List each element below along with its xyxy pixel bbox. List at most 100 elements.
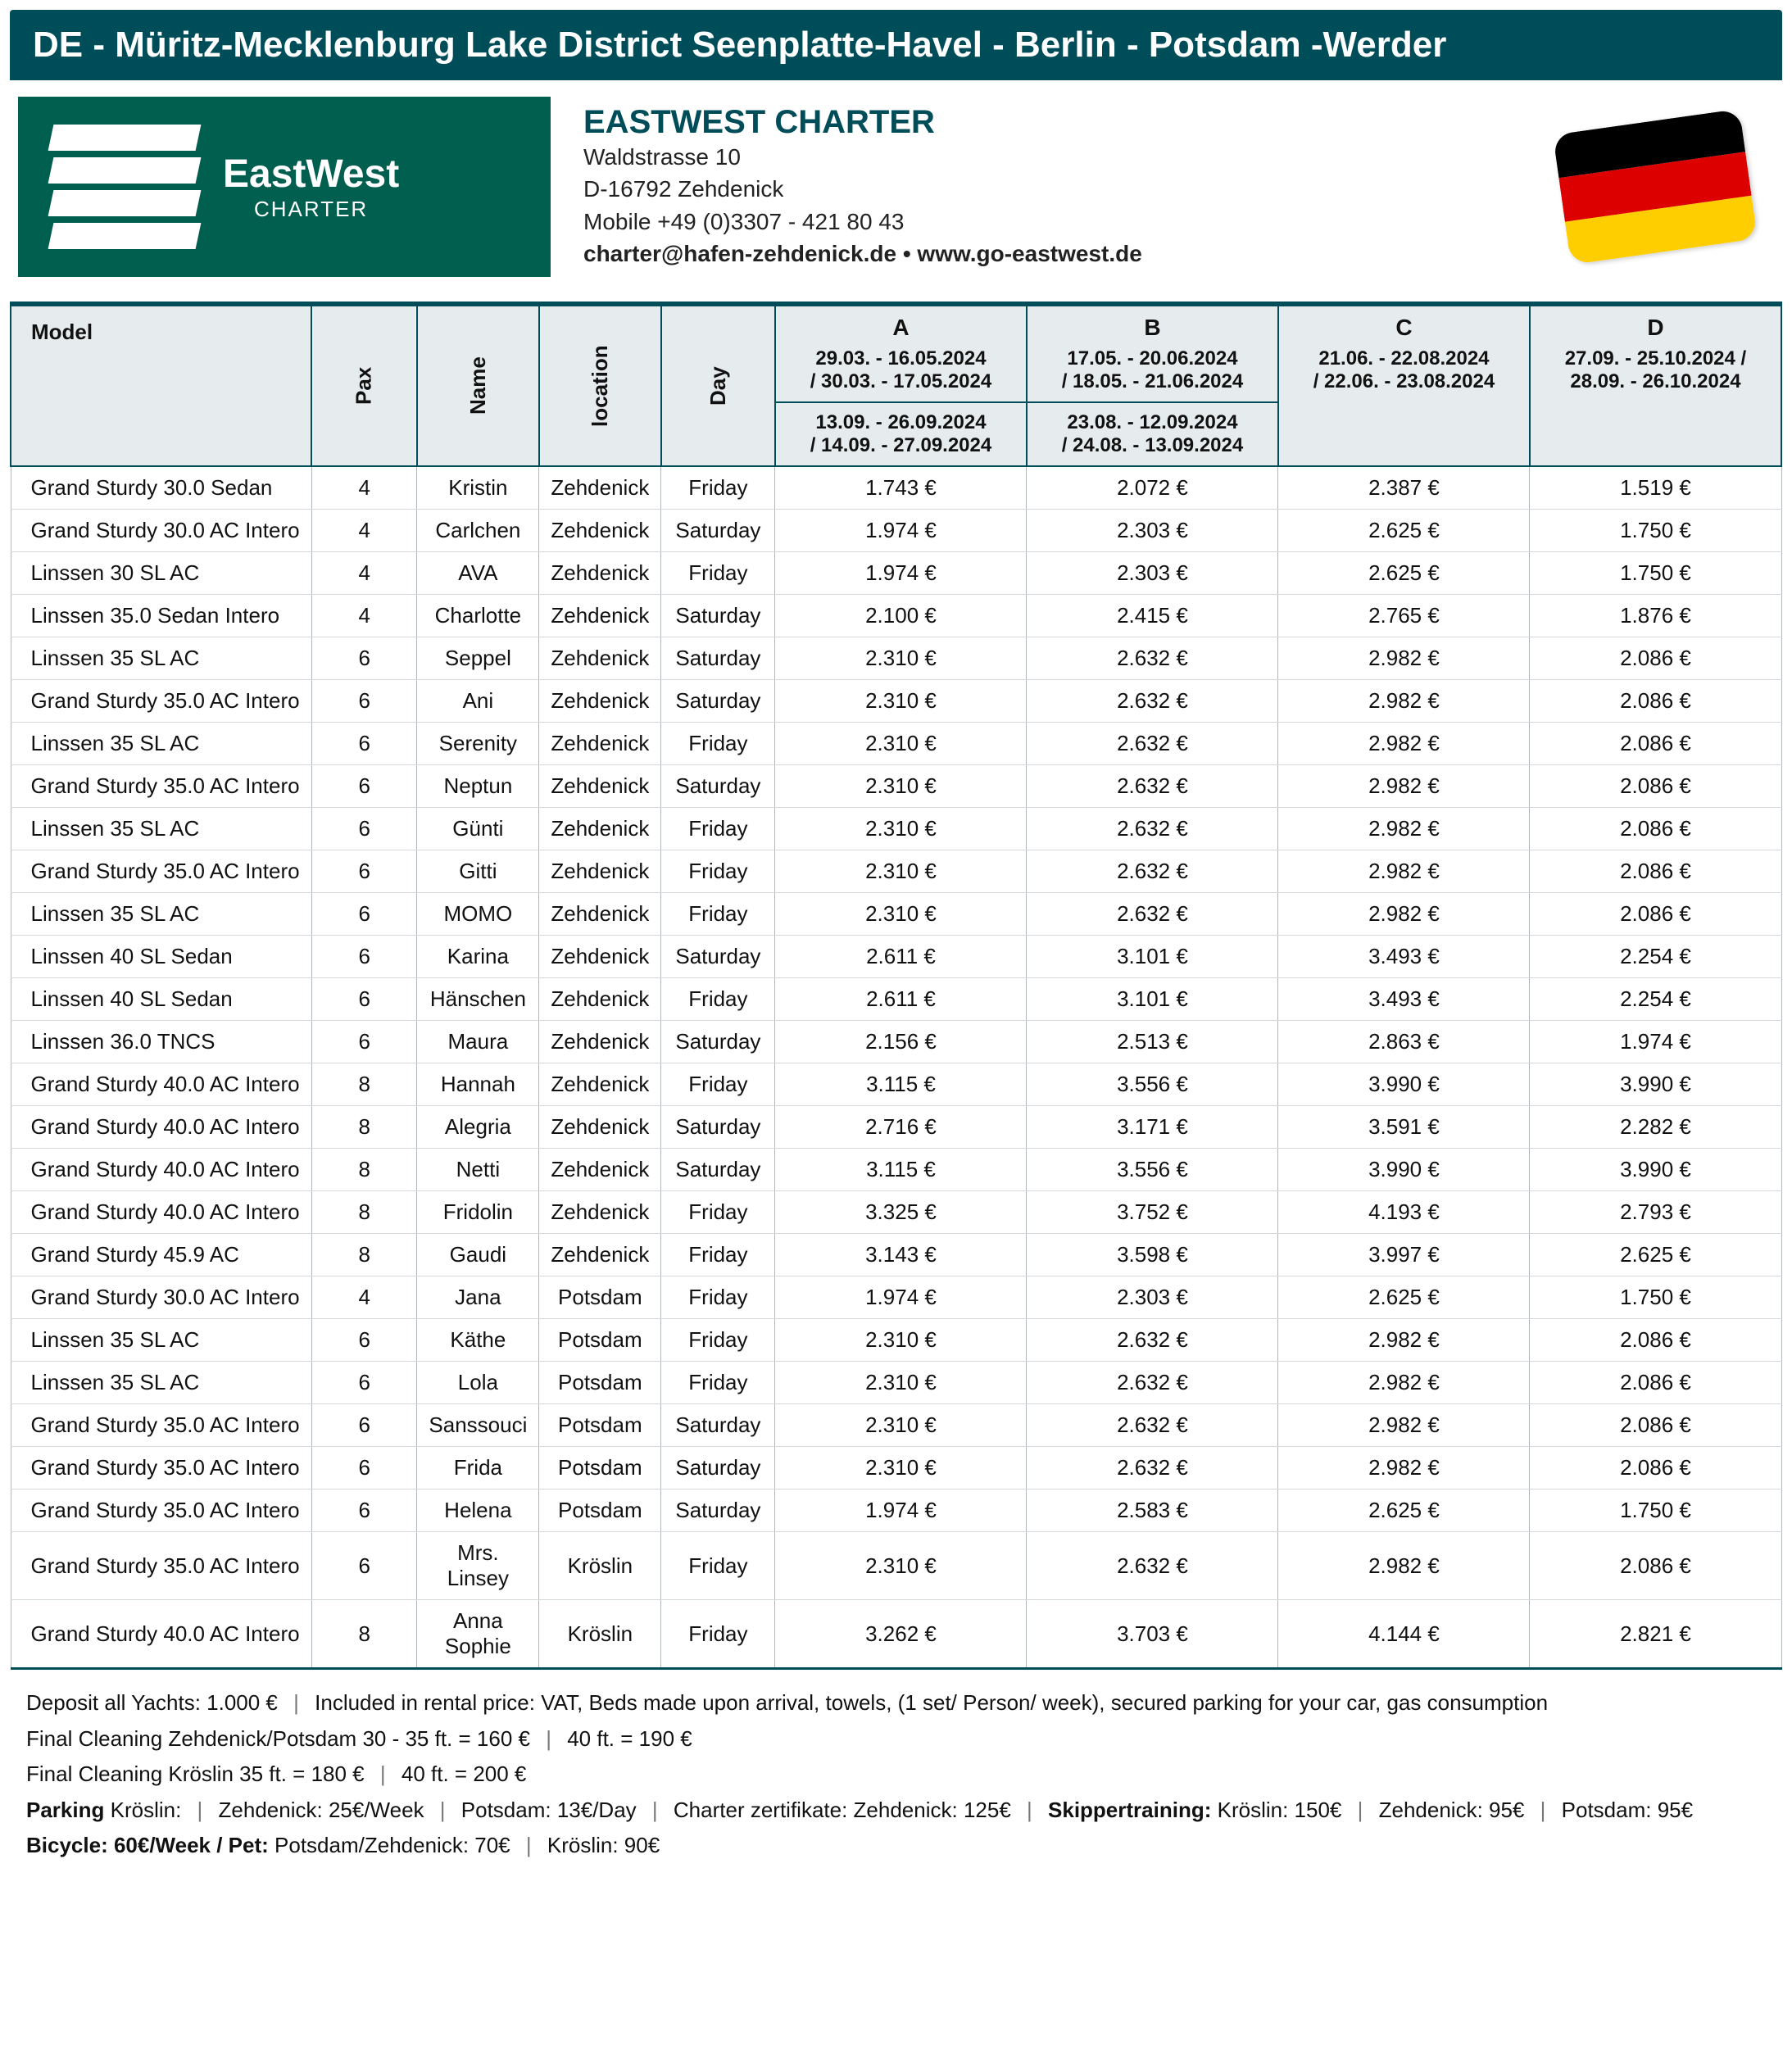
cell-pax: 4 (311, 510, 416, 552)
cell-name: Ani (417, 680, 539, 723)
cell-day: Saturday (661, 936, 775, 978)
cell-day: Friday (661, 1362, 775, 1404)
season-d-date1: 27.09. - 25.10.2024 / (1537, 347, 1774, 370)
cell-price-b: 2.632 € (1027, 723, 1278, 765)
table-row: Linssen 35 SL AC6MOMOZehdenickFriday2.31… (11, 893, 1781, 936)
cell-name: MOMO (417, 893, 539, 936)
cell-location: Zehdenick (539, 680, 661, 723)
table-row: Linssen 40 SL Sedan6HänschenZehdenickFri… (11, 978, 1781, 1021)
note-cleaning-kr: Final Cleaning Kröslin 35 ft. = 180 € (26, 1762, 365, 1786)
cell-price-a: 2.310 € (775, 723, 1027, 765)
cell-location: Zehdenick (539, 936, 661, 978)
cell-price-a: 2.310 € (775, 765, 1027, 808)
cell-price-c: 2.625 € (1278, 1489, 1530, 1532)
cell-price-a: 1.974 € (775, 510, 1027, 552)
cell-name: Serenity (417, 723, 539, 765)
cell-price-d: 2.086 € (1530, 765, 1781, 808)
cell-pax: 6 (311, 1532, 416, 1600)
table-row: Grand Sturdy 40.0 AC Intero8HannahZehden… (11, 1063, 1781, 1106)
cell-day: Friday (661, 850, 775, 893)
cell-price-b: 3.598 € (1027, 1234, 1278, 1276)
cell-model: Linssen 35 SL AC (11, 808, 311, 850)
cell-name: Helena (417, 1489, 539, 1532)
cell-name: Anna Sophie (417, 1600, 539, 1669)
cell-price-d: 2.086 € (1530, 1404, 1781, 1447)
cell-day: Friday (661, 723, 775, 765)
cell-price-b: 3.101 € (1027, 936, 1278, 978)
logo-text: EastWest CHARTER (223, 152, 399, 222)
separator: | (1027, 1798, 1032, 1822)
cell-price-d: 2.086 € (1530, 808, 1781, 850)
cell-price-d: 2.254 € (1530, 978, 1781, 1021)
company-name: EASTWEST CHARTER (583, 104, 1142, 141)
cell-price-c: 2.982 € (1278, 1404, 1530, 1447)
cell-name: Fridolin (417, 1191, 539, 1234)
cell-name: Hannah (417, 1063, 539, 1106)
cell-pax: 6 (311, 893, 416, 936)
cell-price-c: 2.982 € (1278, 1362, 1530, 1404)
col-location: location (539, 306, 661, 466)
cell-price-a: 2.611 € (775, 936, 1027, 978)
table-row: Linssen 35 SL AC6SerenityZehdenickFriday… (11, 723, 1781, 765)
cell-price-b: 2.632 € (1027, 637, 1278, 680)
cell-price-a: 2.310 € (775, 1532, 1027, 1600)
cell-price-a: 1.974 € (775, 552, 1027, 595)
cell-price-d: 2.086 € (1530, 1532, 1781, 1600)
cell-pax: 8 (311, 1191, 416, 1234)
cell-price-a: 2.310 € (775, 893, 1027, 936)
cell-model: Grand Sturdy 40.0 AC Intero (11, 1063, 311, 1106)
cell-price-d: 2.086 € (1530, 680, 1781, 723)
cell-day: Friday (661, 552, 775, 595)
table-row: Grand Sturdy 35.0 AC Intero6NeptunZehden… (11, 765, 1781, 808)
cell-price-b: 3.703 € (1027, 1600, 1278, 1669)
cell-price-d: 2.086 € (1530, 893, 1781, 936)
cell-price-d: 2.254 € (1530, 936, 1781, 978)
table-row: Grand Sturdy 40.0 AC Intero8Anna SophieK… (11, 1600, 1781, 1669)
cell-price-a: 3.143 € (775, 1234, 1027, 1276)
cell-price-d: 2.086 € (1530, 1447, 1781, 1489)
season-c-date2: / 22.06. - 23.08.2024 (1286, 370, 1522, 393)
cell-pax: 4 (311, 1276, 416, 1319)
cell-price-b: 3.556 € (1027, 1063, 1278, 1106)
cell-day: Friday (661, 1276, 775, 1319)
cell-price-b: 2.632 € (1027, 850, 1278, 893)
cell-pax: 4 (311, 552, 416, 595)
cell-price-c: 3.591 € (1278, 1106, 1530, 1149)
cell-day: Friday (661, 466, 775, 510)
cell-pax: 6 (311, 680, 416, 723)
cell-model: Grand Sturdy 30.0 AC Intero (11, 1276, 311, 1319)
cell-location: Kröslin (539, 1532, 661, 1600)
cell-location: Zehdenick (539, 808, 661, 850)
cell-name: Günti (417, 808, 539, 850)
cell-location: Zehdenick (539, 1063, 661, 1106)
note-bike-pet-label: Bicycle: 60€/Week / Pet: (26, 1833, 269, 1857)
table-row: Linssen 35 SL AC6GüntiZehdenickFriday2.3… (11, 808, 1781, 850)
cell-location: Zehdenick (539, 723, 661, 765)
cell-price-d: 2.086 € (1530, 1319, 1781, 1362)
col-pax: Pax (311, 306, 416, 466)
cell-price-b: 3.752 € (1027, 1191, 1278, 1234)
cell-day: Saturday (661, 1021, 775, 1063)
cell-price-b: 2.513 € (1027, 1021, 1278, 1063)
cell-pax: 6 (311, 850, 416, 893)
cell-location: Zehdenick (539, 850, 661, 893)
germany-flag-icon (1553, 109, 1758, 265)
table-row: Grand Sturdy 35.0 AC Intero6Mrs. LinseyK… (11, 1532, 1781, 1600)
cell-price-c: 4.144 € (1278, 1600, 1530, 1669)
table-row: Linssen 35 SL AC6LolaPotsdamFriday2.310 … (11, 1362, 1781, 1404)
cell-price-d: 1.750 € (1530, 552, 1781, 595)
cell-pax: 6 (311, 1362, 416, 1404)
cell-pax: 8 (311, 1600, 416, 1669)
cell-pax: 6 (311, 808, 416, 850)
cell-day: Saturday (661, 1489, 775, 1532)
cell-price-a: 2.310 € (775, 1362, 1027, 1404)
cell-model: Grand Sturdy 30.0 AC Intero (11, 510, 311, 552)
cell-price-a: 2.310 € (775, 1447, 1027, 1489)
cell-price-d: 3.990 € (1530, 1063, 1781, 1106)
note-parking-label: Parking (26, 1798, 104, 1822)
cell-price-d: 1.519 € (1530, 466, 1781, 510)
cell-price-c: 2.765 € (1278, 595, 1530, 637)
season-a-date3: 13.09. - 26.09.2024 (783, 411, 1019, 434)
cell-price-d: 2.793 € (1530, 1191, 1781, 1234)
season-c-label: C (1286, 315, 1522, 341)
